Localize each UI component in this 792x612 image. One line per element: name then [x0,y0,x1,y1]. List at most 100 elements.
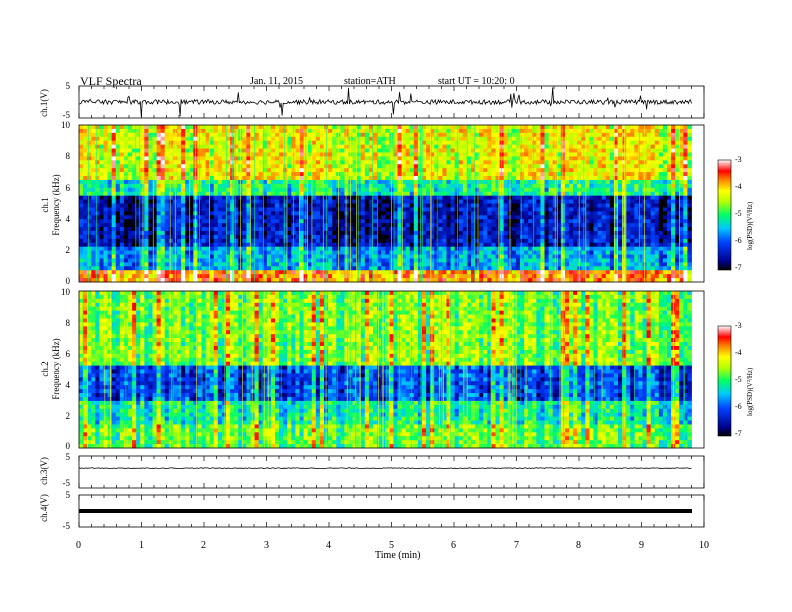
spectrogram-cell [319,156,325,161]
spectrogram-cell [79,254,84,259]
spectrogram-cell [422,250,427,255]
spectrogram-cell [368,219,374,224]
spectrogram-cell [181,164,186,169]
spectrogram-cell [360,223,366,228]
spectrogram-cell [458,132,464,138]
spectrogram-cell [87,211,92,216]
spectrogram-cell [442,238,447,244]
spectrogram-cell [524,219,529,224]
spectrogram-cell [152,176,157,181]
spectrogram-cell [442,183,447,189]
spectrogram-cell [573,172,578,177]
spectrogram-cell [270,128,276,134]
spectrogram-cell [434,195,439,200]
spectrogram-cell [340,203,345,208]
spectrogram-cell [430,187,435,193]
spectrogram-cell [254,179,260,185]
spectrogram-cell [417,274,423,279]
spectrogram-cell [479,160,484,165]
spectrogram-cell [491,144,496,149]
spectrogram-cell [160,195,166,200]
spectrogram-cell [422,278,427,283]
spectrogram-cell [95,227,100,232]
spectrogram-cell [438,183,443,189]
spectrogram-cell [119,168,125,173]
spectrogram-cell [479,191,484,197]
spectrogram-cell [148,179,153,185]
spectrogram-cell [221,274,227,279]
spectrogram-cell [303,223,309,228]
spectrogram-cell [454,246,460,252]
spectrogram-cell [454,191,460,197]
spectrogram-cell [499,195,505,200]
spectrogram-cell [95,125,100,130]
spectrogram-cell [144,191,149,197]
spectrogram-cell [140,172,145,177]
spectrogram-cell [238,179,243,185]
spectrogram-cell [479,230,484,236]
spectrogram-cell [426,168,431,173]
spectrogram-cell [140,207,145,212]
spectrogram-cell [475,152,480,157]
spectrogram-cell [283,164,288,169]
spectrogram-cell [552,136,558,142]
spectrogram-cell [360,140,366,146]
spectrogram-cell [152,152,157,157]
spectrogram-cell [438,227,443,232]
spectrogram-cell [262,262,268,267]
spectrogram-cell [152,144,157,149]
spectrogram-cell [83,195,88,200]
spectrogram-cell [254,266,260,271]
spectrogram-cell [291,250,296,255]
spectrogram-cell [475,250,480,255]
spectrogram-cell [156,191,162,197]
spectrogram-cell [573,250,578,255]
spectrogram-cell [115,246,121,252]
spectrogram-cell [99,152,104,157]
spectrogram-cell [99,270,104,275]
spectrogram-cell [238,125,243,130]
spectrogram-cell [569,246,574,252]
spectrogram-cell [83,203,88,208]
spectrogram-cell [132,125,137,130]
spectrogram-cell [201,125,206,130]
spectrogram-cell [564,250,570,255]
spectrogram-cell [283,187,288,193]
spectrogram-cell [356,258,362,263]
spectrogram-cell [132,191,137,197]
spectrogram-cell [368,238,374,244]
spectrogram-cell [238,246,243,252]
spectrogram-cell [291,199,296,204]
spectrogram-cell [401,278,407,283]
spectrogram-cell [87,191,92,197]
spectrogram-cell [123,195,129,200]
spectrogram-cell [462,199,468,204]
spectrogram-cell [405,227,411,232]
spectrogram-cell [344,238,349,244]
spectrogram-cell [471,250,476,255]
spectrogram-cell [499,234,505,240]
spectrogram-cell [136,274,141,279]
spectrogram-cell [368,136,374,142]
spectrogram-cell [172,246,178,252]
spectrogram-cell [91,203,96,208]
spectrogram-cell [536,250,541,255]
spectrogram-cell [258,270,264,275]
spectrogram-cell [544,140,549,146]
spectrogram-cell [528,187,533,193]
spectrogram-cell [287,227,292,232]
spectrogram-cell [275,148,280,153]
spectrogram-cell [95,136,100,142]
spectrogram-cell [136,172,141,177]
spectrogram-cell [471,156,476,161]
spectrogram-cell [450,203,456,208]
spectrogram-cell [307,152,313,157]
spectrogram-cell [577,183,582,189]
spectrogram-cell [430,179,435,185]
spectrogram-cell [511,266,517,271]
spectrogram-cell [556,258,562,263]
spectrogram-cell [373,270,378,275]
spectrogram-cell [397,176,402,181]
spectrogram-cell [307,148,313,153]
spectrogram-cell [393,176,398,181]
